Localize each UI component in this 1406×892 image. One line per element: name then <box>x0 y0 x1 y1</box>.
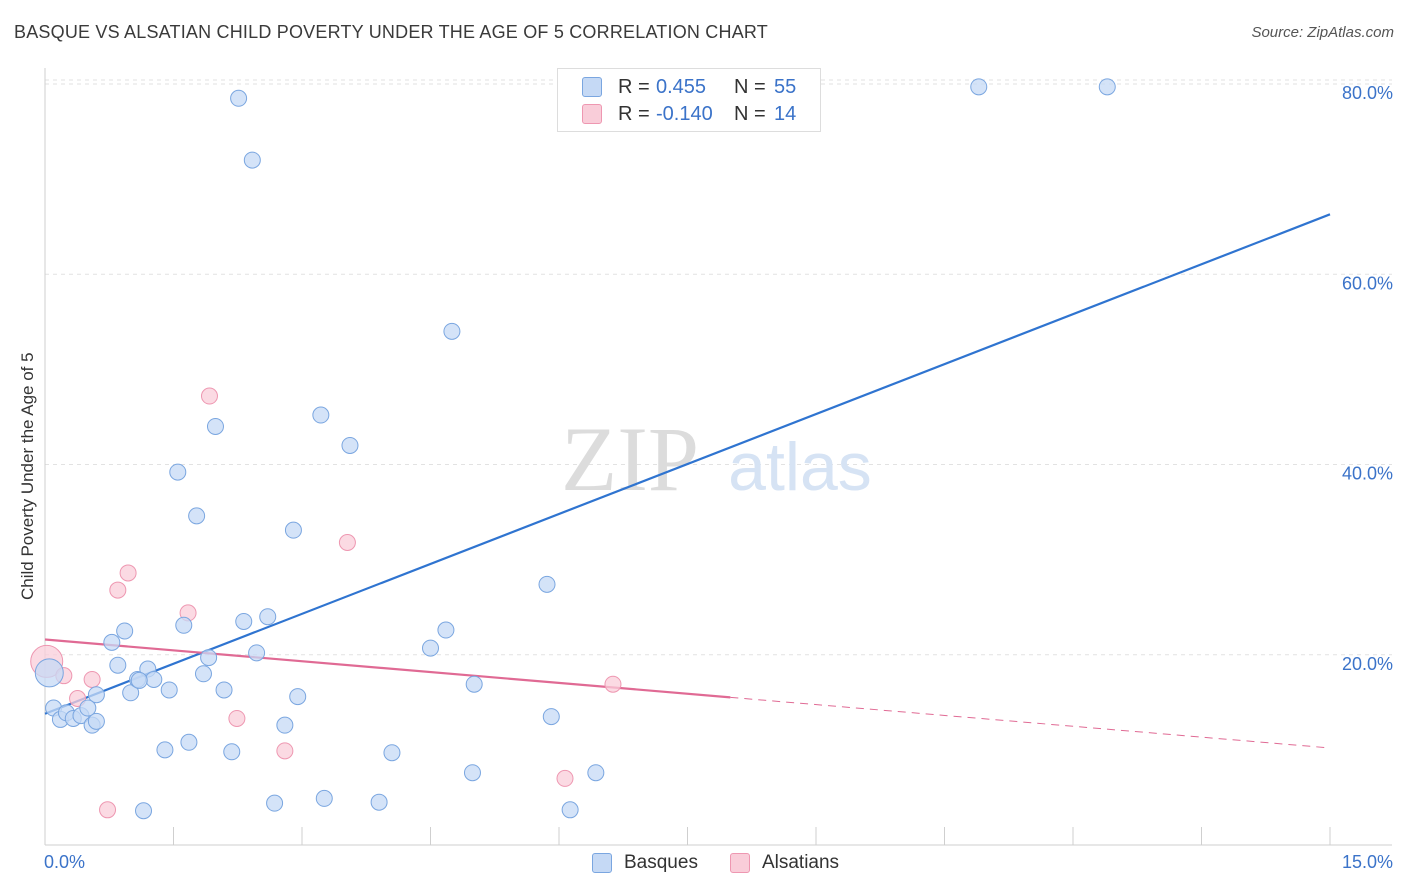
basques-point <box>341 436 359 454</box>
alsatians-point <box>556 769 574 787</box>
legend-n-label: N = <box>734 75 766 98</box>
alsatians-swatch <box>582 104 602 124</box>
basques-point <box>87 712 105 730</box>
basques-point <box>160 681 178 699</box>
basques-point <box>463 764 481 782</box>
legend-r-value: -0.140 <box>656 102 713 125</box>
basques-point <box>437 621 455 639</box>
basques-point <box>289 688 307 706</box>
y-tick-label: 40.0% <box>1342 464 1393 484</box>
basques-point <box>169 463 187 481</box>
alsatians-point <box>228 709 246 727</box>
basques-point <box>87 686 105 704</box>
alsatians-label: Alsatians <box>761 852 840 873</box>
basques-point <box>370 793 388 811</box>
source-label: Source: ZipAtlas.com <box>1251 24 1394 41</box>
basques-point <box>116 622 134 640</box>
basques-point <box>206 417 224 435</box>
basques-point <box>200 649 218 667</box>
basques-point <box>235 612 253 630</box>
basques-label: Basques <box>624 852 698 873</box>
y-tick-label: 20.0% <box>1342 654 1393 674</box>
basques-point <box>315 789 333 807</box>
bottom-legend-basques: Basques <box>592 852 698 874</box>
basques-point <box>109 656 127 674</box>
basques-point <box>215 681 233 699</box>
bottom-legend: Basques Alsatians <box>592 852 871 874</box>
basques-point <box>34 658 64 688</box>
basques-point <box>194 665 212 683</box>
alsatians-point <box>99 801 117 819</box>
basques-point <box>587 764 605 782</box>
basques-point <box>156 741 174 759</box>
alsatians-point <box>200 387 218 405</box>
basques-point <box>422 639 439 657</box>
basques-point <box>180 733 198 751</box>
legend-n-value: 14 <box>774 102 797 125</box>
legend: R = 0.455 N = 55 R = -0.140 N = 14 <box>557 68 821 132</box>
basques-point <box>223 743 241 761</box>
basques-point <box>230 89 248 107</box>
x-tick-label-max: 15.0% <box>1341 852 1393 872</box>
basques-point <box>1098 78 1116 96</box>
alsatians-trend-extension <box>730 696 1331 749</box>
alsatians-point <box>276 742 294 760</box>
basques-point <box>130 671 148 689</box>
basques-swatch <box>592 853 612 873</box>
basques-point <box>284 521 302 539</box>
basques-swatch <box>582 77 602 97</box>
legend-r-label: R = <box>618 75 650 98</box>
y-tick-label: 80.0% <box>1342 83 1393 103</box>
basques-point <box>561 801 579 819</box>
basques-point <box>538 575 556 593</box>
chart-title: BASQUE VS ALSATIAN CHILD POVERTY UNDER T… <box>14 22 768 42</box>
basques-point <box>145 670 163 688</box>
basques-point <box>542 708 560 726</box>
basques-point <box>248 644 266 662</box>
watermark-atlas: atlas <box>728 429 872 505</box>
basques-point <box>188 507 206 525</box>
basques-point <box>79 699 97 717</box>
alsatians-point <box>119 564 137 582</box>
watermark-zip: ZIP <box>561 408 699 510</box>
legend-row-alsatians: R = -0.140 N = 14 <box>582 102 796 126</box>
basques-point <box>312 406 330 424</box>
y-tick-label: 60.0% <box>1342 273 1393 293</box>
axes <box>44 68 1392 846</box>
legend-r-value: 0.455 <box>656 75 707 98</box>
alsatians-point <box>604 675 622 693</box>
basques-point <box>383 744 401 762</box>
alsatians-swatch <box>729 853 750 873</box>
data-points <box>30 78 1116 820</box>
y-axis-label: Child Poverty Under the Age of 5 <box>18 352 37 600</box>
basques-point <box>103 633 121 651</box>
alsatians-point <box>338 534 356 552</box>
basques-point <box>266 794 284 812</box>
x-tick-label-min: 0.0% <box>44 852 86 872</box>
basques-point <box>175 616 193 634</box>
basques-point <box>465 675 483 693</box>
alsatians-point <box>109 581 127 599</box>
bottom-legend-alsatians: Alsatians <box>729 852 840 874</box>
legend-row-basques: R = 0.455 N = 55 <box>582 75 796 99</box>
basques-point <box>259 608 277 626</box>
basques-point <box>243 151 261 169</box>
legend-n-value: 55 <box>774 75 797 98</box>
basques-point <box>122 684 140 702</box>
alsatians-point <box>83 670 101 688</box>
basques-point <box>276 716 294 734</box>
basques-point <box>970 78 988 96</box>
y-tick-labels: 20.0% 40.0% 60.0% 80.0% <box>1342 83 1393 674</box>
basques-point <box>443 322 461 340</box>
legend-r-label: R = <box>618 102 650 125</box>
basques-point <box>135 802 153 820</box>
legend-n-label: N = <box>734 102 766 125</box>
basques-trend-line <box>44 213 1331 715</box>
